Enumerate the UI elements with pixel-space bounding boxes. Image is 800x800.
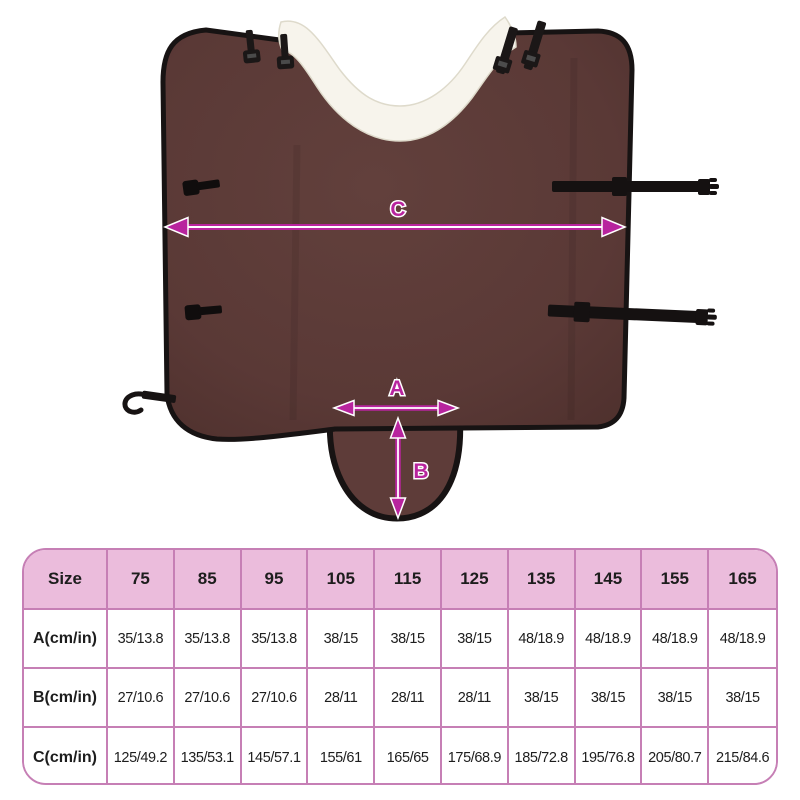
column-header: 115 bbox=[375, 550, 442, 610]
column-header: 155 bbox=[642, 550, 710, 610]
size-cell: 48/18.9 bbox=[575, 610, 643, 669]
size-cell: 28/11 bbox=[308, 669, 376, 728]
column-header: 125 bbox=[441, 550, 509, 610]
column-header: 105 bbox=[308, 550, 376, 610]
size-table-row-c: C(cm/in) 125/49.2 135/53.1 145/57.1 155/… bbox=[24, 728, 776, 783]
column-header: 165 bbox=[709, 550, 776, 610]
dimension-label-c: C bbox=[390, 198, 405, 221]
size-cell: 38/15 bbox=[508, 669, 576, 728]
snap-hook-icon bbox=[122, 390, 177, 415]
size-cell: 145/57.1 bbox=[241, 728, 309, 783]
dimension-arrow-c bbox=[163, 216, 627, 238]
size-cell: 35/13.8 bbox=[174, 610, 242, 669]
column-header: 135 bbox=[508, 550, 576, 610]
column-header: 145 bbox=[575, 550, 643, 610]
dimension-arrow-a bbox=[331, 399, 461, 417]
size-cell: 38/15 bbox=[441, 610, 509, 669]
size-cell: 205/80.7 bbox=[642, 728, 710, 783]
tail-flap bbox=[326, 417, 464, 522]
column-header: 95 bbox=[241, 550, 309, 610]
size-cell: 28/11 bbox=[441, 669, 509, 728]
dimension-arrow-b bbox=[389, 415, 407, 521]
size-cell: 195/76.8 bbox=[575, 728, 643, 783]
size-cell: 135/53.1 bbox=[174, 728, 242, 783]
row-label: B(cm/in) bbox=[24, 669, 108, 728]
size-cell: 155/61 bbox=[308, 728, 376, 783]
size-cell: 185/72.8 bbox=[508, 728, 576, 783]
size-cell: 48/18.9 bbox=[642, 610, 710, 669]
row-label: A(cm/in) bbox=[24, 610, 108, 669]
belly-strap-upper-icon bbox=[552, 177, 719, 196]
dimension-label-a: A bbox=[389, 377, 404, 400]
size-cell: 27/10.6 bbox=[174, 669, 242, 728]
size-cell: 38/15 bbox=[575, 669, 643, 728]
side-buckle-left-icon bbox=[182, 179, 223, 321]
size-table-header-row: Size 75 85 95 105 115 125 135 145 155 16… bbox=[24, 550, 776, 610]
size-cell: 48/18.9 bbox=[709, 610, 776, 669]
size-cell: 48/18.9 bbox=[508, 610, 576, 669]
size-cell: 35/13.8 bbox=[241, 610, 309, 669]
size-cell: 175/68.9 bbox=[441, 728, 509, 783]
column-header: 75 bbox=[108, 550, 175, 610]
size-cell: 38/15 bbox=[709, 669, 776, 728]
size-cell: 125/49.2 bbox=[108, 728, 175, 783]
size-table-row-b: B(cm/in) 27/10.6 27/10.6 27/10.6 28/11 2… bbox=[24, 669, 776, 728]
size-cell: 165/65 bbox=[375, 728, 442, 783]
size-table-container: Size 75 85 95 105 115 125 135 145 155 16… bbox=[22, 548, 778, 785]
size-table-row-a: A(cm/in) 35/13.8 35/13.8 35/13.8 38/15 3… bbox=[24, 610, 776, 669]
size-cell: 28/11 bbox=[375, 669, 442, 728]
fleece-collar bbox=[278, 15, 517, 142]
column-header: 85 bbox=[174, 550, 242, 610]
product-illustration: C A B bbox=[122, 15, 719, 522]
size-cell: 38/15 bbox=[308, 610, 376, 669]
column-header-size: Size bbox=[24, 550, 108, 610]
size-cell: 27/10.6 bbox=[108, 669, 175, 728]
row-label: C(cm/in) bbox=[24, 728, 108, 783]
collar-clip-left-icon bbox=[242, 29, 295, 70]
size-cell: 215/84.6 bbox=[709, 728, 776, 783]
dimension-label-b: B bbox=[413, 460, 428, 483]
size-cell: 27/10.6 bbox=[241, 669, 309, 728]
fabric-seams bbox=[289, 57, 578, 421]
size-table: Size 75 85 95 105 115 125 135 145 155 16… bbox=[24, 550, 776, 783]
size-cell: 35/13.8 bbox=[108, 610, 175, 669]
size-cell: 38/15 bbox=[642, 669, 710, 728]
belly-strap-lower-icon bbox=[547, 301, 717, 326]
collar-strap-right-icon bbox=[492, 20, 547, 75]
size-cell: 38/15 bbox=[375, 610, 442, 669]
